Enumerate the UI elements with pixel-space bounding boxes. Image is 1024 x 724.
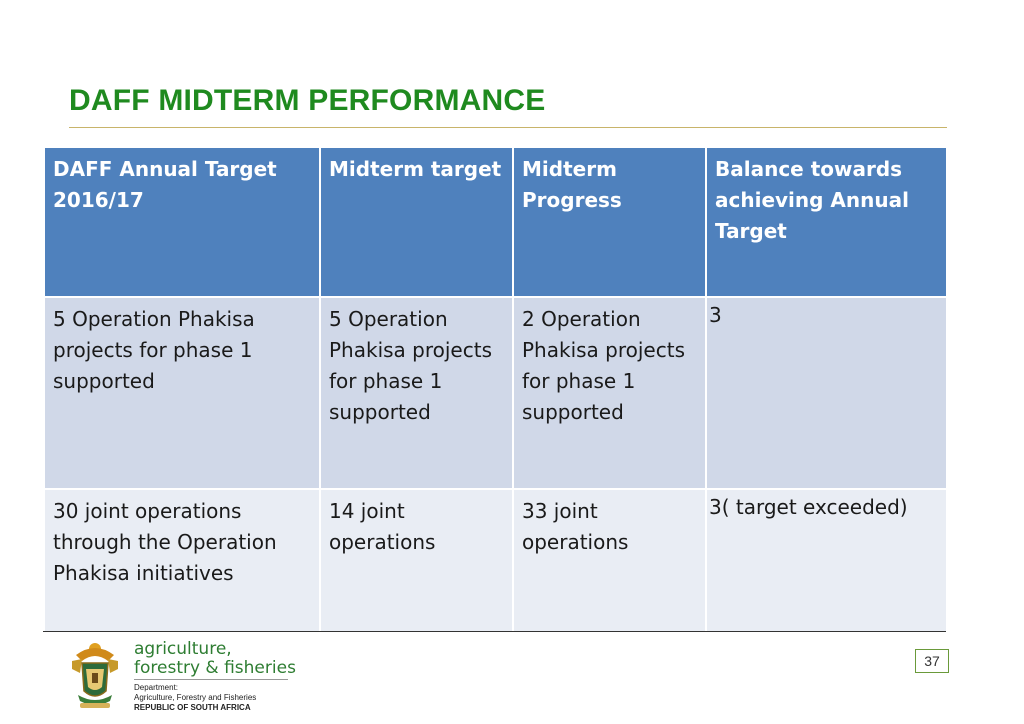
table-header-row: DAFF Annual Target 2016/17 Midterm targe…: [43, 146, 948, 298]
header-midterm-progress: Midterm Progress: [512, 146, 707, 298]
cell-balance: 3: [705, 296, 948, 490]
header-annual-target: DAFF Annual Target 2016/17: [43, 146, 321, 298]
performance-table: DAFF Annual Target 2016/17 Midterm targe…: [43, 146, 948, 634]
coat-of-arms-icon: [72, 643, 118, 708]
cell-annual-target: 30 joint operations through the Operatio…: [43, 488, 321, 634]
cell-balance: 3( target exceeded): [705, 488, 948, 634]
cell-midterm-target: 14 joint operations: [319, 488, 514, 634]
table-bottom-rule: [43, 631, 946, 632]
org-divider: [134, 679, 288, 680]
dept-label: Department:: [134, 683, 179, 692]
org-name-line2: forestry & fisheries: [134, 658, 296, 678]
dept-name: Agriculture, Forestry and Fisheries: [134, 693, 257, 702]
title-underline: [69, 127, 947, 128]
cell-annual-target: 5 Operation Phakisa projects for phase 1…: [43, 296, 321, 490]
table-row: 5 Operation Phakisa projects for phase 1…: [43, 296, 948, 490]
header-balance: Balance towards achieving Annual Target: [705, 146, 948, 298]
header-midterm-target: Midterm target: [319, 146, 514, 298]
cell-midterm-progress: 33 joint operations: [512, 488, 707, 634]
table-row: 30 joint operations through the Operatio…: [43, 488, 948, 634]
slide-title: DAFF MIDTERM PERFORMANCE: [69, 84, 546, 117]
department-logo: agriculture, forestry & fisheries Depart…: [68, 639, 298, 717]
cell-midterm-progress: 2 Operation Phakisa projects for phase 1…: [512, 296, 707, 490]
cell-midterm-target: 5 Operation Phakisa projects for phase 1…: [319, 296, 514, 490]
org-name-line1: agriculture,: [134, 639, 232, 659]
country-name: REPUBLIC OF SOUTH AFRICA: [134, 703, 251, 712]
page-number: 37: [915, 649, 949, 673]
